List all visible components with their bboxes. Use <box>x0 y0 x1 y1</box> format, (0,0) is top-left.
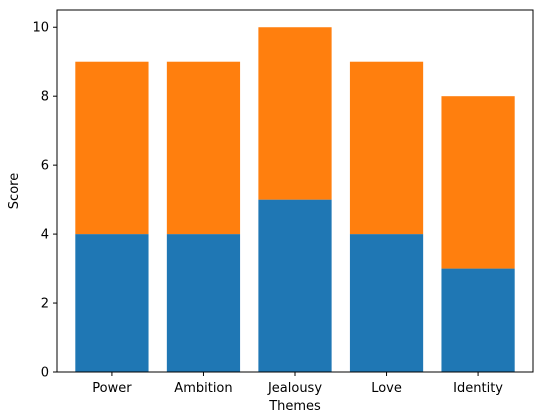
x-tick-label-jealousy: Jealousy <box>267 381 322 396</box>
x-tick-label-love: Love <box>371 381 402 396</box>
bar-love-segment-1 <box>349 234 424 372</box>
bar-power-segment-1 <box>75 234 149 372</box>
x-axis: Power Ambition Jealousy Love Identity <box>92 372 503 396</box>
bar-power-segment-2 <box>75 61 149 235</box>
bar-ambition-segment-2 <box>166 61 241 235</box>
y-axis-label: Score <box>7 173 22 209</box>
bar-jealousy-segment-1 <box>258 199 332 372</box>
x-tick-label-power: Power <box>92 381 132 396</box>
bars-layer <box>75 27 515 372</box>
bar-jealousy-segment-2 <box>258 27 332 200</box>
y-tick-label: 0 <box>41 366 49 381</box>
bar-identity-segment-1 <box>441 268 515 372</box>
y-tick-label: 8 <box>41 90 49 105</box>
x-tick-label-ambition: Ambition <box>174 381 232 396</box>
y-tick-label: 4 <box>41 228 49 243</box>
y-tick-label: 6 <box>41 159 49 174</box>
y-axis: 0 2 4 6 8 10 <box>32 21 57 381</box>
bar-ambition-segment-1 <box>166 234 241 372</box>
bar-identity-segment-2 <box>441 96 515 269</box>
x-axis-label: Themes <box>268 399 321 414</box>
bar-love-segment-2 <box>349 61 424 235</box>
x-tick-label-identity: Identity <box>453 381 503 396</box>
y-tick-label: 2 <box>41 297 49 312</box>
y-tick-label: 10 <box>32 21 49 36</box>
